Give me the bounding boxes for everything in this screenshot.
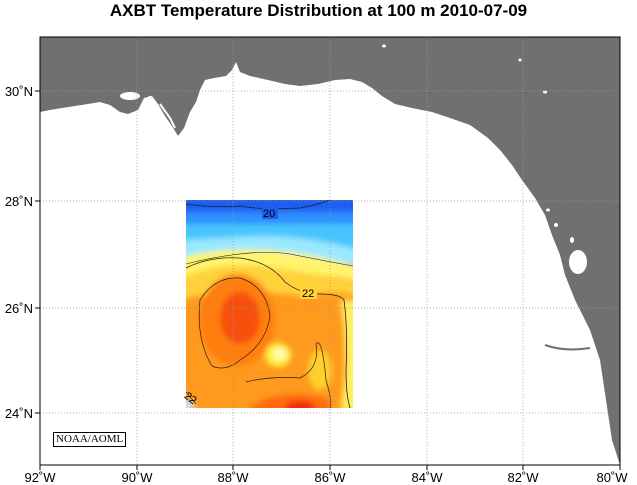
y-tick-label: 28˚N [5, 194, 33, 209]
x-tick-label: 86˚W [314, 470, 346, 485]
contour-line [186, 257, 351, 408]
x-tick-label: 92˚W [24, 470, 56, 485]
x-tick-label: 80˚W [596, 470, 628, 485]
us-coastline-land [40, 37, 620, 465]
y-tick-label: 30˚N [5, 84, 33, 99]
contour-label-22: 22 [302, 288, 314, 300]
inland-lake [570, 237, 574, 243]
x-tick-label: 84˚W [411, 470, 443, 485]
x-tick-label: 82˚W [507, 470, 539, 485]
florida-keys [544, 344, 591, 351]
map-title: AXBT Temperature Distribution at 100 m 2… [109, 1, 528, 20]
x-tick-label: 90˚W [121, 470, 153, 485]
contour-label-22-lower: 22 [182, 390, 199, 407]
contour-line [186, 391, 197, 405]
contour-label-bg [262, 207, 278, 219]
inland-lake [382, 44, 386, 48]
lake-pontchartrain [120, 92, 140, 100]
lake-okeechobee [569, 250, 587, 274]
x-tick-label: 88˚W [217, 470, 249, 485]
contour-label-bg [300, 287, 317, 299]
contour-label-20: 20 [263, 208, 275, 220]
contour-line [186, 252, 353, 267]
tick-marks [35, 90, 621, 470]
contour-line [245, 342, 331, 408]
temperature-field [186, 200, 353, 408]
y-tick-label: 24˚N [5, 406, 33, 421]
y-tick-label: 26˚N [5, 301, 33, 316]
inland-lake [546, 208, 550, 212]
contour-line [198, 277, 271, 369]
inland-lake [518, 58, 522, 62]
land-layer [40, 37, 620, 465]
delta-channel [159, 103, 176, 129]
credit-label: NOAA/AOML [53, 432, 127, 447]
inland-lake [554, 223, 558, 227]
graticule [40, 37, 620, 465]
delta-channel [145, 95, 151, 105]
